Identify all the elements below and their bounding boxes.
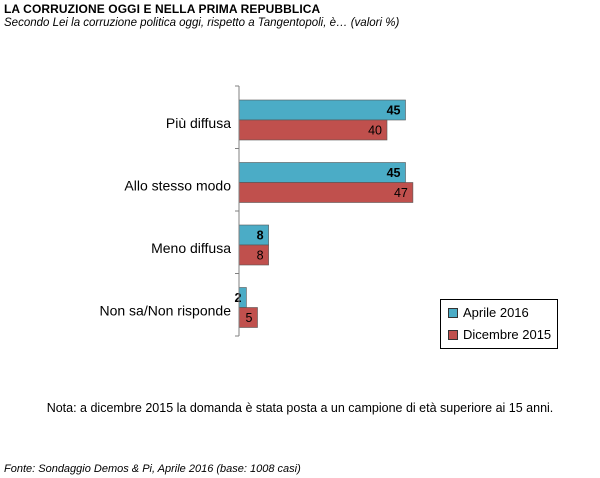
bar-chart: Più diffusa 45 40 Allo stesso modo 45 47 Meno …	[99, 85, 414, 337]
data-label: 8	[257, 249, 264, 263]
data-label: 5	[246, 311, 253, 325]
data-label: 45	[387, 104, 401, 118]
chart-source: Fonte: Sondaggio Demos & Pi, Aprile 2016…	[4, 463, 301, 475]
legend-swatch	[448, 329, 458, 340]
legend-label: Aprile 2016	[463, 305, 529, 320]
chart-subtitle: Secondo Lei la corruzione politica oggi,…	[4, 17, 400, 29]
data-label: 47	[394, 186, 408, 200]
legend-item-dicembre-2015: Dicembre 2015	[448, 327, 551, 342]
category-label: Più diffusa	[166, 115, 231, 131]
bar-dicembre-2015	[238, 119, 388, 141]
category-label: Non sa/Non risponde	[99, 303, 231, 319]
data-label: 2	[234, 291, 241, 305]
category-label: Meno diffusa	[151, 240, 231, 256]
bar-dicembre-2015	[238, 244, 269, 266]
chart-title: LA CORRUZIONE OGGI E NELLA PRIMA REPUBBL…	[4, 2, 321, 16]
category-label: Allo stesso modo	[124, 178, 231, 194]
bar-dicembre-2015	[238, 182, 414, 203]
data-label: 8	[257, 229, 264, 243]
legend-label: Dicembre 2015	[463, 327, 552, 342]
legend-swatch	[448, 307, 458, 318]
bar-aprile-2016	[238, 224, 269, 246]
chart-legend: Aprile 2016 Dicembre 2015	[440, 299, 558, 349]
data-label: 40	[368, 124, 382, 138]
bar-aprile-2016	[238, 162, 406, 183]
chart-note: Nota: a dicembre 2015 la domanda è stata…	[46, 401, 554, 415]
data-label: 45	[387, 166, 401, 180]
bar-aprile-2016	[238, 99, 406, 121]
legend-item-aprile-2016: Aprile 2016	[448, 305, 529, 320]
